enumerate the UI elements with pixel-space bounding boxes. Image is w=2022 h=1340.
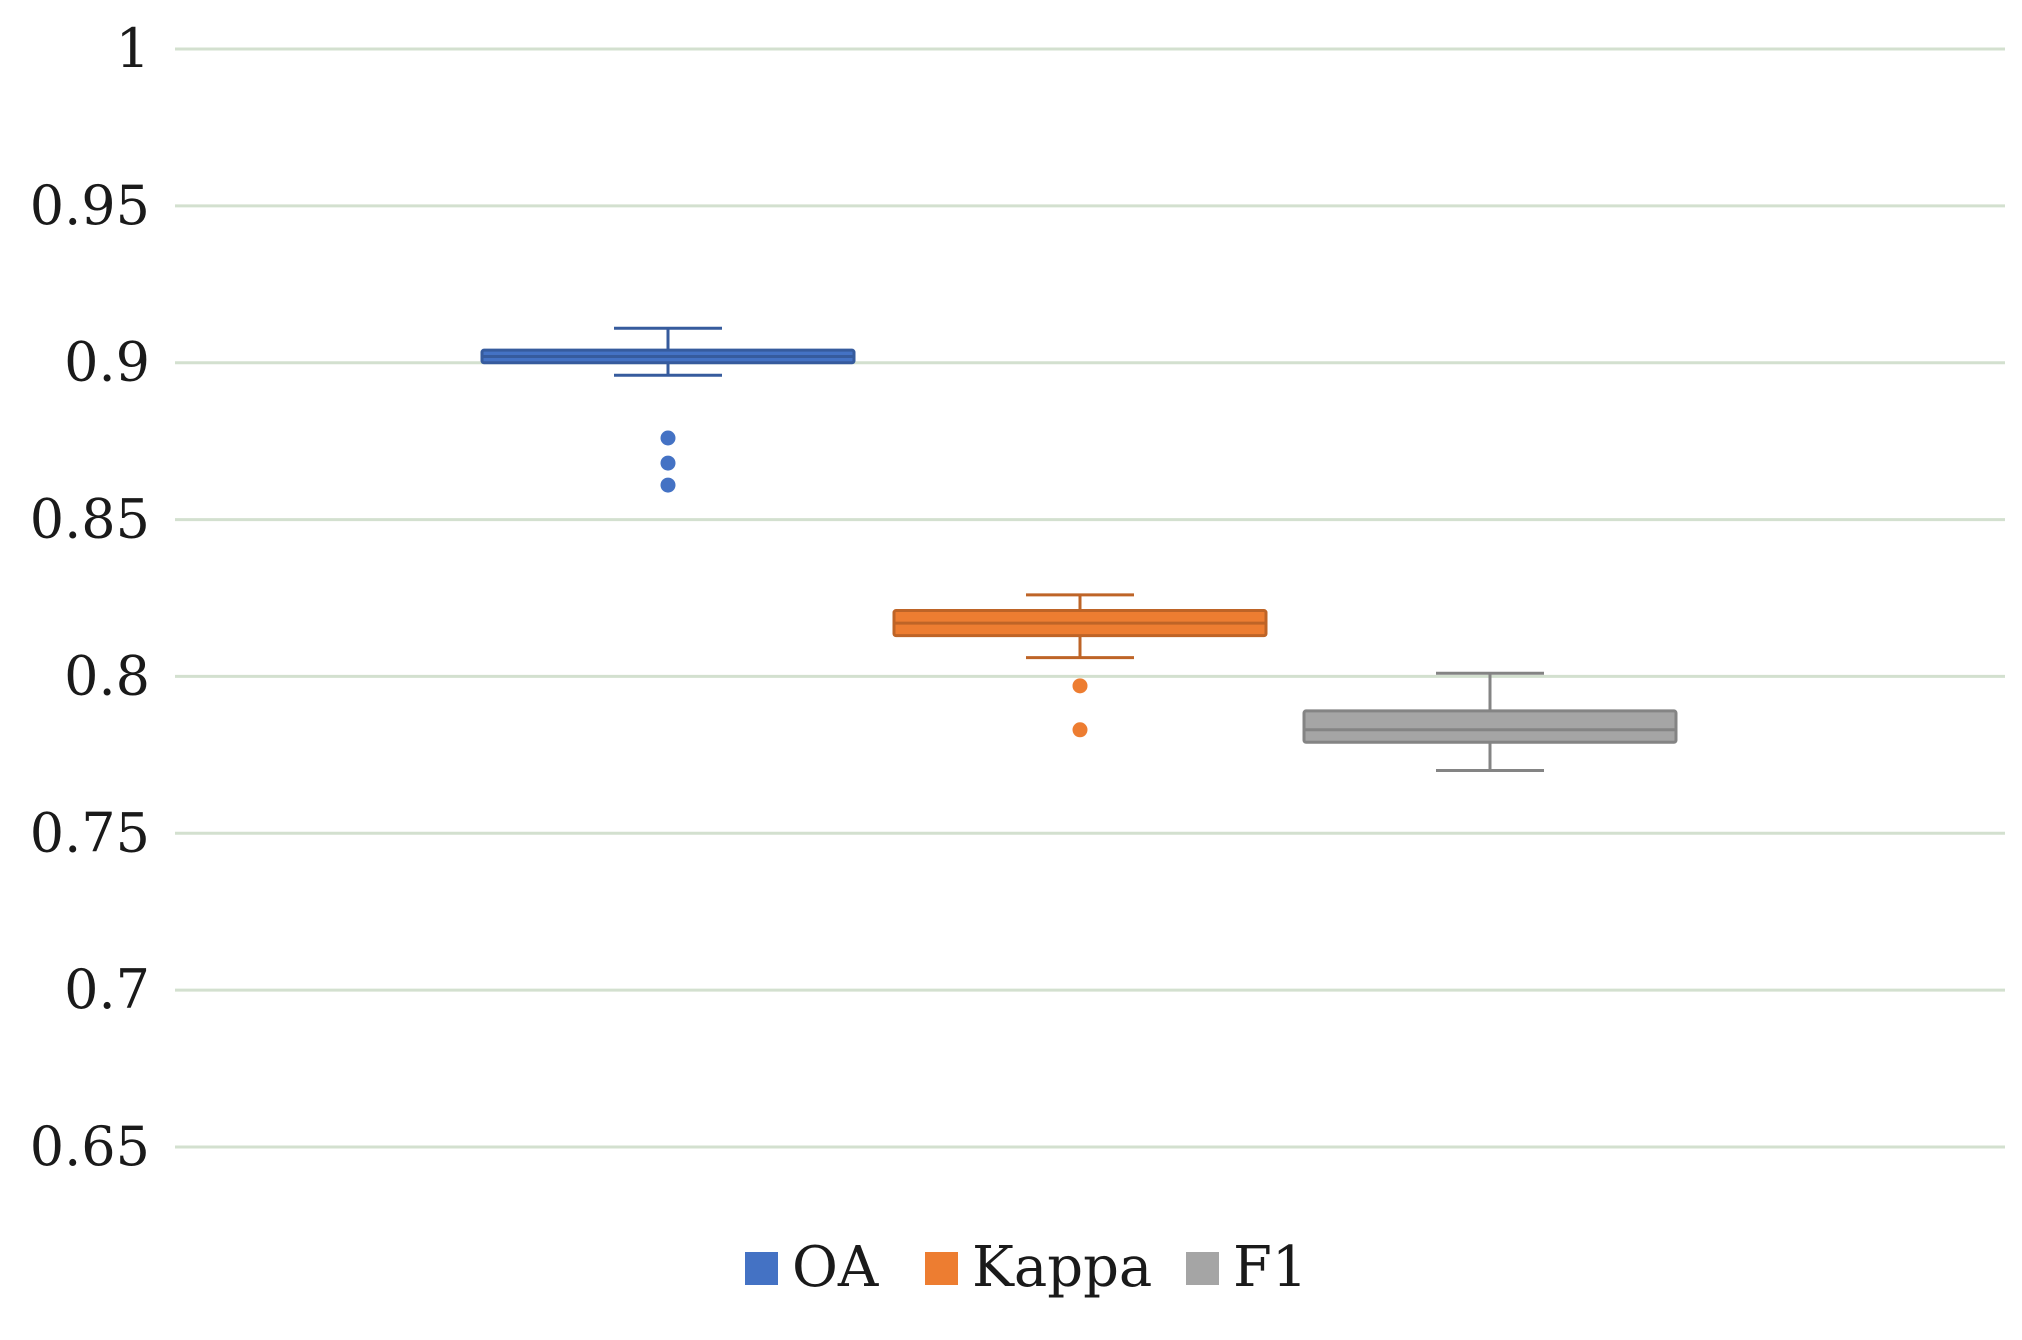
legend-item-oa: OA [745,1235,879,1300]
y-tick-label: 0.75 [30,801,150,864]
legend-swatch [745,1252,778,1285]
y-tick-label: 0.9 [64,331,150,394]
outlier-point [1072,722,1088,738]
legend-swatch [925,1252,958,1285]
outlier-point [660,477,676,493]
y-tick-label: 0.8 [64,644,150,707]
box-kappa [892,593,1268,738]
legend-label: F1 [1233,1235,1307,1300]
box-f1 [1302,671,1678,773]
legend-item-kappa: Kappa [925,1235,1152,1300]
legend-item-f1: F1 [1186,1235,1307,1300]
box-body [1302,709,1678,744]
legend: OA Kappa F1 [745,1235,1307,1300]
legend-label: Kappa [972,1235,1152,1300]
box-oa [480,326,856,493]
y-axis-tick-labels: 0.65 0.7 0.75 0.8 0.85 0.9 0.95 1 [30,17,150,1178]
boxes [480,326,1678,773]
outlier-point [660,430,676,446]
y-tick-label: 0.7 [64,958,150,1021]
y-tick-label: 0.95 [30,174,150,237]
y-tick-label: 1 [116,17,150,80]
legend-label: OA [792,1235,879,1300]
legend-swatch [1186,1252,1219,1285]
gridlines [175,47,2005,1149]
outlier-point [1072,678,1088,694]
y-tick-label: 0.85 [30,488,150,551]
y-tick-label: 0.65 [30,1115,150,1178]
outlier-point [660,455,676,471]
